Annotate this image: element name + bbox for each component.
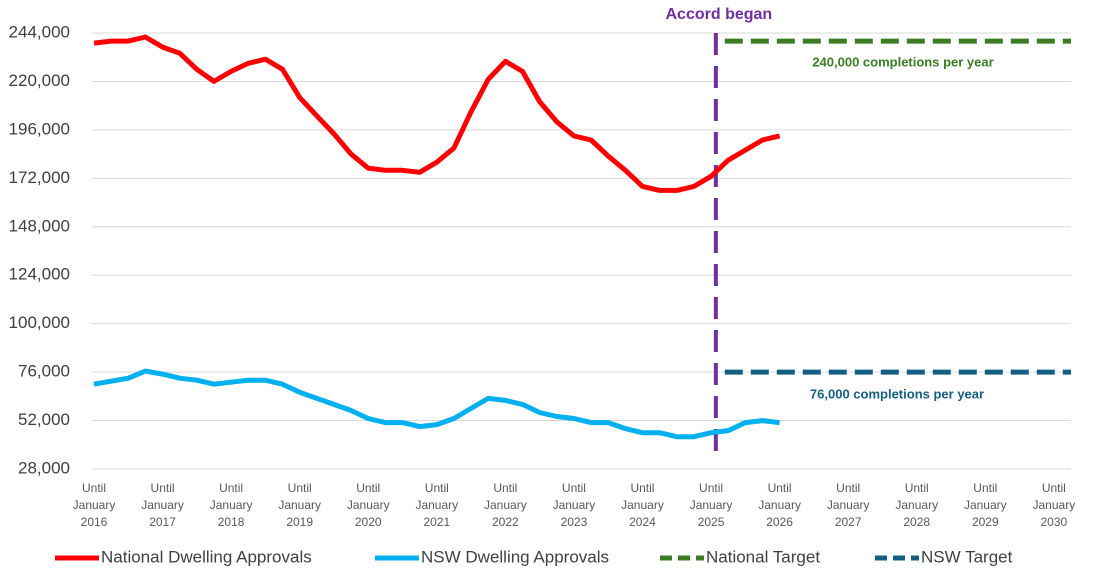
x-tick-label: Until January 2023 [552, 481, 596, 529]
x-tick-label: Until January 2024 [621, 481, 664, 529]
x-tick-label: Until January 2025 [689, 481, 733, 529]
annotation: 240,000 completions per year [812, 54, 993, 69]
x-tick-label: Until January 2017 [141, 481, 184, 529]
x-tick-label: Until January 2029 [963, 481, 1007, 529]
legend-label: NSW Dwelling Approvals [421, 547, 609, 566]
y-tick-label: 196,000 [9, 119, 70, 138]
y-tick-label: 244,000 [9, 22, 70, 41]
x-tick-label: Until January 2026 [758, 481, 801, 529]
y-tick-label: 52,000 [18, 410, 70, 429]
y-tick-label: 124,000 [9, 265, 70, 284]
x-tick-label: Until January 2021 [415, 481, 459, 529]
x-tick-label: Until January 2022 [484, 481, 527, 529]
x-tick-label: Until January 2016 [72, 481, 116, 529]
y-tick-label: 76,000 [18, 362, 70, 381]
legend-label: National Dwelling Approvals [101, 547, 312, 566]
series-line [93, 368, 780, 440]
y-tick-label: 172,000 [9, 168, 70, 187]
accord-label: Accord began [666, 6, 773, 23]
y-tick-label: 28,000 [18, 458, 70, 477]
legend-label: NSW Target [921, 547, 1013, 566]
y-tick-label: 100,000 [9, 313, 70, 332]
x-tick-label: Until January 2028 [895, 481, 939, 529]
x-tick-label: Until January 2030 [1032, 481, 1076, 529]
x-tick-label: Until January 2018 [209, 481, 253, 529]
x-tick-label: Until January 2020 [346, 481, 390, 529]
x-tick-label: Until January 2027 [826, 481, 870, 529]
x-tick-label: Until January 2019 [278, 481, 322, 529]
legend-label: National Target [706, 547, 820, 566]
series-line [93, 34, 781, 193]
y-tick-label: 220,000 [9, 71, 70, 90]
y-tick-label: 148,000 [9, 216, 70, 235]
annotation: 76,000 completions per year [810, 386, 984, 401]
